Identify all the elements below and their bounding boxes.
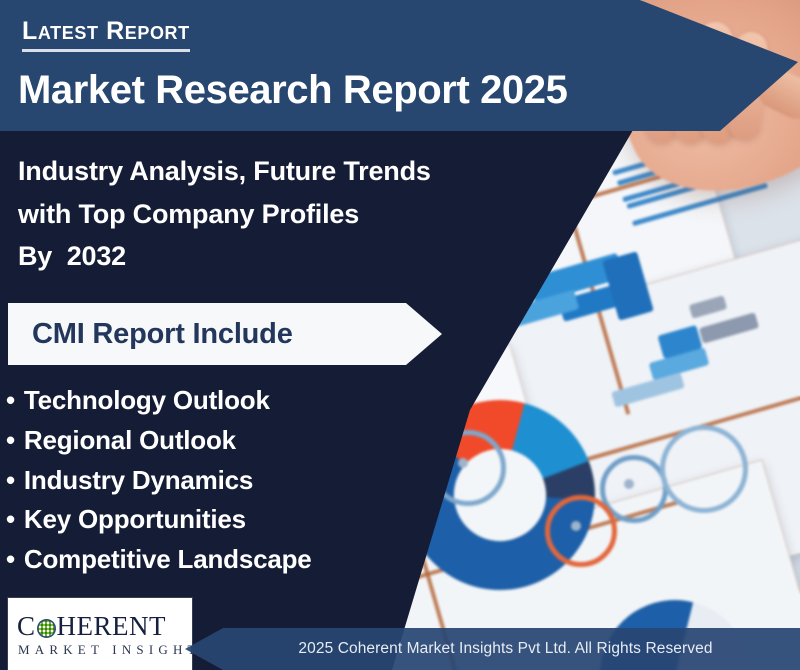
bullet-icon: •: [6, 544, 15, 575]
eyebrow-label: Latest Report: [22, 18, 190, 53]
list-item-label: Key Opportunities: [23, 504, 246, 535]
header-band: [0, 0, 798, 131]
subtitle-line-2: with Top Company Profiles: [18, 198, 360, 229]
copyright-text: 2025 Coherent Market Insights Pvt Ltd. A…: [298, 640, 713, 657]
bullet-icon: •: [6, 424, 15, 455]
list-item-label: Regional Outlook: [23, 424, 236, 455]
subtitle-block: Industry Analysis, Future Trends with To…: [18, 150, 558, 278]
logo-wordmark: C HERENT: [17, 611, 166, 642]
subtitle-line-3: By 2032: [18, 241, 126, 272]
list-item-label: Technology Outlook: [23, 385, 270, 415]
subtitle-line-1: Industry Analysis, Future Trends: [18, 156, 431, 186]
list-item: • Regional Outlook: [6, 421, 312, 461]
page-title: Market Research Report 2025: [18, 68, 568, 112]
list-item: • Technology Outlook: [6, 381, 312, 421]
logo-word-before: C: [17, 611, 36, 641]
list-item: • Industry Dynamics: [6, 461, 312, 501]
bullet-icon: •: [6, 464, 15, 495]
chart-ring-dot: [571, 521, 581, 531]
list-item: • Competitive Landscape: [6, 540, 312, 580]
chart-ring-dot: [458, 458, 468, 468]
chart-ring-dot: [624, 479, 634, 489]
cmi-report-include-banner: CMI Report Include: [8, 303, 442, 365]
logo-tagline: MARKET INSIGHTS: [18, 642, 192, 657]
chart-ring: [660, 425, 748, 513]
list-item-label: Industry Dynamics: [23, 464, 254, 495]
cmi-banner-label: CMI Report Include: [32, 317, 293, 350]
bullet-icon: •: [6, 385, 15, 415]
logo-word-after: HERENT: [56, 611, 166, 641]
bullet-icon: •: [6, 504, 15, 535]
footer-bar: 2025 Coherent Market Insights Pvt Ltd. A…: [185, 628, 800, 670]
globe-icon: [36, 619, 56, 638]
chart-ring: [545, 495, 617, 567]
company-logo: C HERENT MARKET INSIGHTS: [8, 598, 192, 670]
report-includes-list: • Technology Outlook • Regional Outlook • I…: [6, 381, 312, 580]
list-item-label: Competitive Landscape: [23, 544, 312, 575]
list-item: • Key Opportunities: [6, 500, 312, 540]
